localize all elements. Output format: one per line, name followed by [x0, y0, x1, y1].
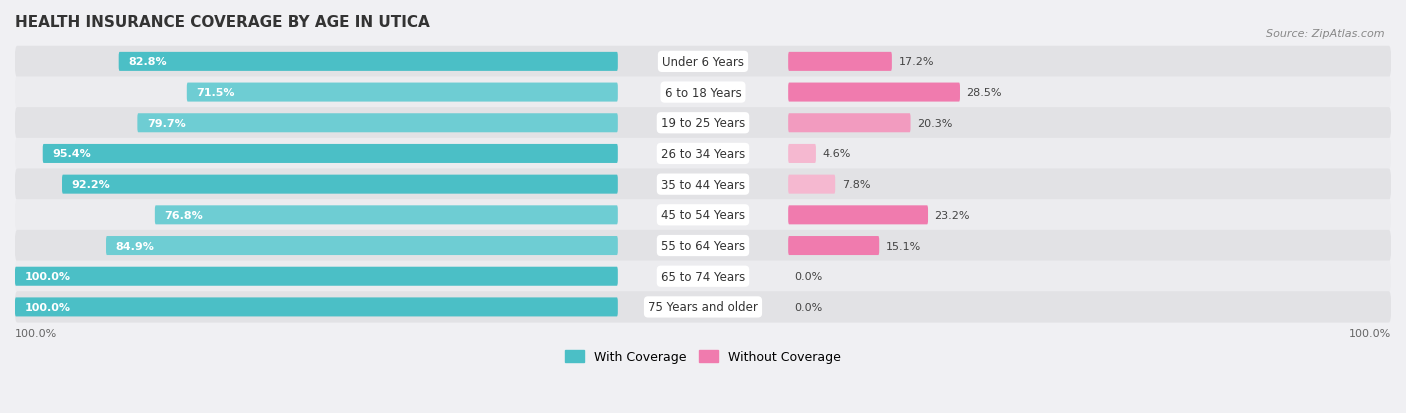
Text: 0.0%: 0.0% [794, 272, 823, 282]
Text: 100.0%: 100.0% [1348, 328, 1391, 338]
Legend: With Coverage, Without Coverage: With Coverage, Without Coverage [561, 346, 845, 368]
FancyBboxPatch shape [15, 77, 1391, 109]
FancyBboxPatch shape [789, 237, 879, 255]
FancyBboxPatch shape [15, 138, 1391, 170]
FancyBboxPatch shape [15, 169, 1391, 200]
FancyBboxPatch shape [15, 298, 617, 317]
FancyBboxPatch shape [789, 145, 815, 164]
Text: 95.4%: 95.4% [52, 149, 91, 159]
Text: 79.7%: 79.7% [148, 119, 186, 128]
FancyBboxPatch shape [187, 83, 617, 102]
FancyBboxPatch shape [15, 261, 1391, 292]
FancyBboxPatch shape [105, 237, 617, 255]
Text: 23.2%: 23.2% [935, 210, 970, 220]
Text: Under 6 Years: Under 6 Years [662, 56, 744, 69]
FancyBboxPatch shape [138, 114, 617, 133]
FancyBboxPatch shape [118, 53, 617, 72]
Text: 26 to 34 Years: 26 to 34 Years [661, 147, 745, 161]
FancyBboxPatch shape [789, 83, 960, 102]
Text: 20.3%: 20.3% [917, 119, 952, 128]
Text: 55 to 64 Years: 55 to 64 Years [661, 240, 745, 252]
FancyBboxPatch shape [15, 108, 1391, 139]
Text: 76.8%: 76.8% [165, 210, 204, 220]
Text: 17.2%: 17.2% [898, 57, 934, 67]
FancyBboxPatch shape [15, 292, 1391, 323]
Text: 92.2%: 92.2% [72, 180, 111, 190]
Text: 28.5%: 28.5% [966, 88, 1002, 98]
Text: 75 Years and older: 75 Years and older [648, 301, 758, 313]
FancyBboxPatch shape [789, 175, 835, 194]
FancyBboxPatch shape [155, 206, 617, 225]
Text: 45 to 54 Years: 45 to 54 Years [661, 209, 745, 222]
Text: 7.8%: 7.8% [842, 180, 870, 190]
Text: 0.0%: 0.0% [794, 302, 823, 312]
FancyBboxPatch shape [15, 267, 617, 286]
Text: 71.5%: 71.5% [197, 88, 235, 98]
FancyBboxPatch shape [789, 53, 891, 72]
FancyBboxPatch shape [15, 230, 1391, 261]
Text: Source: ZipAtlas.com: Source: ZipAtlas.com [1267, 29, 1385, 39]
Text: 84.9%: 84.9% [115, 241, 155, 251]
Text: 35 to 44 Years: 35 to 44 Years [661, 178, 745, 191]
Text: HEALTH INSURANCE COVERAGE BY AGE IN UTICA: HEALTH INSURANCE COVERAGE BY AGE IN UTIC… [15, 15, 430, 30]
Text: 100.0%: 100.0% [25, 272, 70, 282]
Text: 100.0%: 100.0% [25, 302, 70, 312]
FancyBboxPatch shape [789, 114, 911, 133]
FancyBboxPatch shape [15, 200, 1391, 231]
FancyBboxPatch shape [15, 47, 1391, 78]
Text: 4.6%: 4.6% [823, 149, 851, 159]
Text: 15.1%: 15.1% [886, 241, 921, 251]
Text: 6 to 18 Years: 6 to 18 Years [665, 86, 741, 100]
Text: 65 to 74 Years: 65 to 74 Years [661, 270, 745, 283]
FancyBboxPatch shape [42, 145, 617, 164]
Text: 19 to 25 Years: 19 to 25 Years [661, 117, 745, 130]
FancyBboxPatch shape [789, 206, 928, 225]
Text: 100.0%: 100.0% [15, 328, 58, 338]
FancyBboxPatch shape [62, 175, 617, 194]
Text: 82.8%: 82.8% [128, 57, 167, 67]
